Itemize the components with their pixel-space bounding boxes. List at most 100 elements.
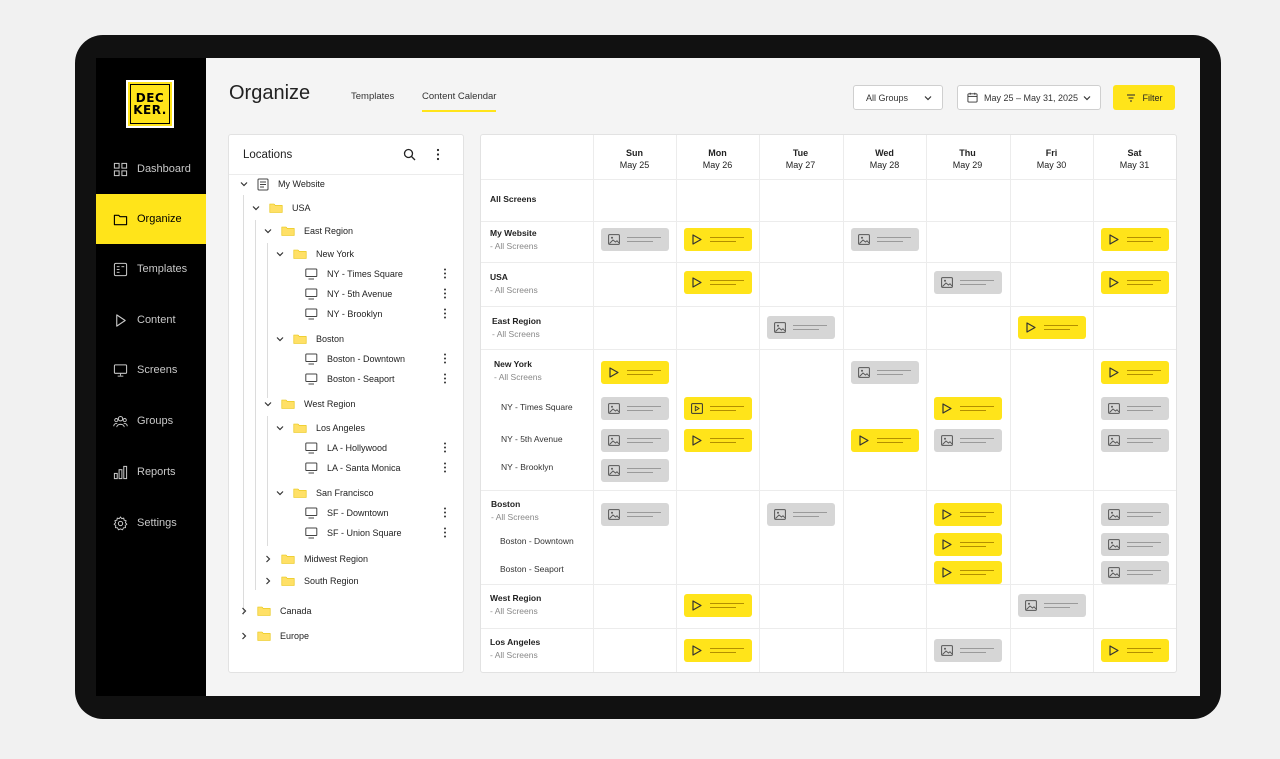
more-vertical-icon[interactable] [443, 442, 447, 455]
nav-item-dashboard[interactable]: Dashboard [96, 144, 206, 194]
more-vertical-icon[interactable] [443, 373, 447, 386]
image-content-chip[interactable] [851, 228, 919, 251]
tree-item-east-region[interactable]: East Region [263, 222, 461, 240]
chevron-right-icon[interactable] [239, 631, 249, 641]
row-label-west-region[interactable]: West Region - All Screens [490, 592, 541, 618]
video-content-chip[interactable] [684, 228, 752, 251]
tree-item-ny-5th-avenue[interactable]: NY - 5th Avenue [305, 285, 461, 303]
sub-row-label[interactable]: NY - Times Square [501, 402, 573, 412]
more-vertical-icon[interactable] [443, 462, 447, 475]
chevron-down-icon[interactable] [275, 334, 285, 344]
nav-item-templates[interactable]: Templates [96, 244, 206, 294]
video-content-chip[interactable] [684, 594, 752, 617]
tree-item-usa[interactable]: USA [251, 199, 461, 217]
tree-item-canada[interactable]: Canada [239, 602, 461, 620]
tree-item-south-region[interactable]: South Region [263, 572, 461, 590]
chevron-right-icon[interactable] [239, 606, 249, 616]
sub-row-label[interactable]: Boston - Downtown [500, 536, 574, 546]
image-content-chip[interactable] [1101, 429, 1169, 452]
image-content-chip[interactable] [934, 429, 1002, 452]
sub-row-label[interactable]: NY - 5th Avenue [501, 434, 563, 444]
tree-item-boston[interactable]: Boston [275, 330, 461, 348]
chevron-down-icon[interactable] [275, 249, 285, 259]
nav-item-organize[interactable]: Organize [96, 194, 206, 244]
chevron-down-icon[interactable] [275, 488, 285, 498]
tree-item-ny-brooklyn[interactable]: NY - Brooklyn [305, 305, 461, 323]
nav-item-screens[interactable]: Screens [96, 345, 206, 395]
sub-row-label[interactable]: NY - Brooklyn [501, 462, 554, 472]
image-content-chip[interactable] [601, 397, 669, 420]
video-content-chip[interactable] [684, 271, 752, 294]
chevron-down-icon[interactable] [263, 399, 273, 409]
groups-select[interactable]: All Groups [853, 85, 943, 110]
date-range-picker[interactable]: May 25 – May 31, 2025 [957, 85, 1101, 110]
more-vertical-icon[interactable] [443, 308, 447, 321]
sub-row-label[interactable]: Boston - Seaport [500, 564, 564, 574]
image-content-chip[interactable] [767, 503, 835, 526]
image-content-chip[interactable] [1018, 594, 1086, 617]
chevron-right-icon[interactable] [263, 576, 273, 586]
image-content-chip[interactable] [601, 503, 669, 526]
more-vertical-icon[interactable] [443, 527, 447, 540]
tree-item-boston-seaport[interactable]: Boston - Seaport [305, 370, 461, 388]
image-content-chip[interactable] [851, 361, 919, 384]
image-content-chip[interactable] [934, 271, 1002, 294]
filter-button[interactable]: Filter [1113, 85, 1175, 110]
image-content-chip[interactable] [601, 228, 669, 251]
tab-content-calendar[interactable]: Content Calendar [422, 91, 497, 112]
tree-item-west-region[interactable]: West Region [263, 395, 461, 413]
tree-item-san-francisco[interactable]: San Francisco [275, 484, 461, 502]
row-label-new-york[interactable]: New York - All Screens [494, 358, 542, 384]
tree-item-la-santa-monica[interactable]: LA - Santa Monica [305, 459, 461, 477]
nav-item-content[interactable]: Content [96, 295, 206, 345]
tree-item-midwest-region[interactable]: Midwest Region [263, 550, 461, 568]
video-content-chip[interactable] [684, 639, 752, 662]
brand-logo[interactable]: DEC KER. [125, 79, 175, 129]
row-label-east-region[interactable]: East Region - All Screens [492, 315, 541, 341]
video-content-chip[interactable] [1101, 639, 1169, 662]
tab-templates[interactable]: Templates [351, 91, 395, 102]
tree-item-boston-downtown[interactable]: Boston - Downtown [305, 350, 461, 368]
image-content-chip[interactable] [601, 429, 669, 452]
video-content-chip[interactable] [1101, 271, 1169, 294]
image-content-chip[interactable] [767, 316, 835, 339]
image-content-chip[interactable] [1101, 397, 1169, 420]
tree-item-new-york[interactable]: New York [275, 245, 461, 263]
image-content-chip[interactable] [1101, 533, 1169, 556]
image-content-chip[interactable] [601, 459, 669, 482]
nav-item-reports[interactable]: Reports [96, 447, 206, 497]
row-label-boston[interactable]: Boston - All Screens [491, 498, 539, 524]
video-content-chip[interactable] [934, 533, 1002, 556]
nav-item-groups[interactable]: Groups [96, 396, 206, 446]
video-content-chip[interactable] [1101, 228, 1169, 251]
video-content-chip[interactable] [1018, 316, 1086, 339]
video-content-chip[interactable] [934, 503, 1002, 526]
tree-item-la-hollywood[interactable]: LA - Hollywood [305, 439, 461, 457]
chevron-down-icon[interactable] [251, 203, 261, 213]
tree-item-sf-union-square[interactable]: SF - Union Square [305, 524, 461, 542]
chevron-right-icon[interactable] [263, 554, 273, 564]
row-label-usa[interactable]: USA - All Screens [490, 271, 538, 297]
chevron-down-icon[interactable] [263, 226, 273, 236]
tree-item-ny-times-square[interactable]: NY - Times Square [305, 265, 461, 283]
video-content-chip[interactable] [934, 561, 1002, 584]
chevron-down-icon[interactable] [239, 179, 249, 189]
video-content-chip[interactable] [684, 397, 752, 420]
more-vertical-icon[interactable] [443, 268, 447, 281]
tree-item-los-angeles[interactable]: Los Angeles [275, 419, 461, 437]
tree-item-sf-downtown[interactable]: SF - Downtown [305, 504, 461, 522]
video-content-chip[interactable] [851, 429, 919, 452]
nav-item-settings[interactable]: Settings [96, 498, 206, 548]
more-vertical-icon[interactable] [435, 148, 441, 161]
row-label-my-website[interactable]: My Website - All Screens [490, 227, 538, 253]
row-label-los-angeles[interactable]: Los Angeles - All Screens [490, 636, 540, 662]
more-vertical-icon[interactable] [443, 353, 447, 366]
video-content-chip[interactable] [934, 397, 1002, 420]
image-content-chip[interactable] [1101, 561, 1169, 584]
tree-item-my-website[interactable]: My Website [239, 175, 461, 193]
row-label-all-screens[interactable]: All Screens [490, 193, 536, 206]
image-content-chip[interactable] [1101, 503, 1169, 526]
tree-item-europe[interactable]: Europe [239, 627, 461, 645]
more-vertical-icon[interactable] [443, 507, 447, 520]
search-icon[interactable] [403, 148, 416, 161]
